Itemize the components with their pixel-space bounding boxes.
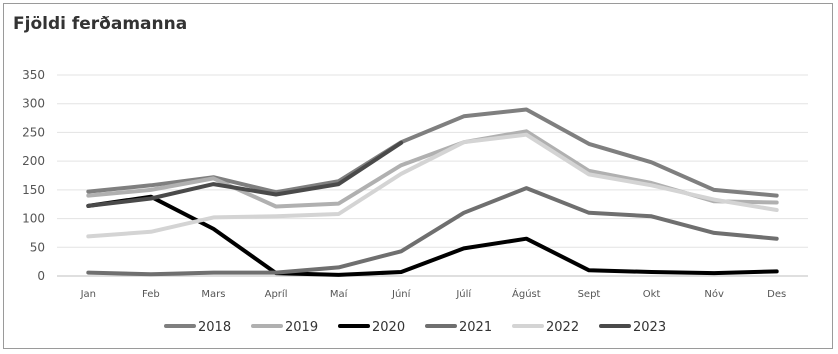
x-tick-label: Sept (578, 289, 601, 300)
series-lines (86, 107, 779, 277)
y-tick-label: 100 (22, 212, 45, 226)
y-tick-label: 300 (22, 97, 45, 111)
chart-frame (3, 3, 833, 349)
legend-label-2018: 2018 (198, 320, 231, 335)
series-line-2023 (86, 140, 404, 208)
x-tick-label: Jan (80, 289, 96, 300)
series-line-2022 (86, 132, 779, 239)
x-axis-ticks: Jan Feb Mars Apríl Maí Júní Júlí Ágúst Sept Okt Nó… (80, 287, 787, 300)
x-tick-label: Okt (643, 289, 661, 300)
y-axis-ticks: 0 50 100 150 200 250 300 350 (22, 68, 45, 283)
grid-lines (57, 74, 808, 277)
x-tick-label: Júní (391, 288, 412, 300)
x-tick-label: Mars (201, 289, 225, 300)
series-line-2020 (86, 194, 779, 277)
chart-title: Fjöldi ferðamanna (13, 14, 188, 34)
legend-label-2022: 2022 (546, 320, 579, 335)
x-tick-label: Nóv (704, 288, 724, 300)
x-tick-label: Feb (142, 289, 160, 300)
x-tick-label: Maí (330, 288, 349, 300)
y-tick-label: 50 (30, 240, 45, 254)
x-tick-label: Ágúst (512, 287, 541, 300)
y-tick-label: 250 (22, 125, 45, 139)
y-tick-label: 0 (37, 269, 45, 283)
x-tick-label: Júlí (455, 288, 472, 300)
series-line-2019 (86, 129, 779, 209)
legend-label-2019: 2019 (285, 320, 318, 335)
x-tick-label: Des (767, 289, 786, 300)
legend-label-2021: 2021 (459, 320, 492, 335)
legend: 2018 2019 2020 2021 2022 2023 (164, 320, 666, 335)
x-tick-label: Apríl (265, 288, 288, 300)
y-tick-label: 350 (22, 68, 45, 82)
series-line-2021 (86, 186, 779, 277)
y-tick-label: 150 (22, 183, 45, 197)
legend-label-2020: 2020 (372, 320, 405, 335)
y-tick-label: 200 (22, 154, 45, 168)
legend-label-2023: 2023 (633, 320, 666, 335)
